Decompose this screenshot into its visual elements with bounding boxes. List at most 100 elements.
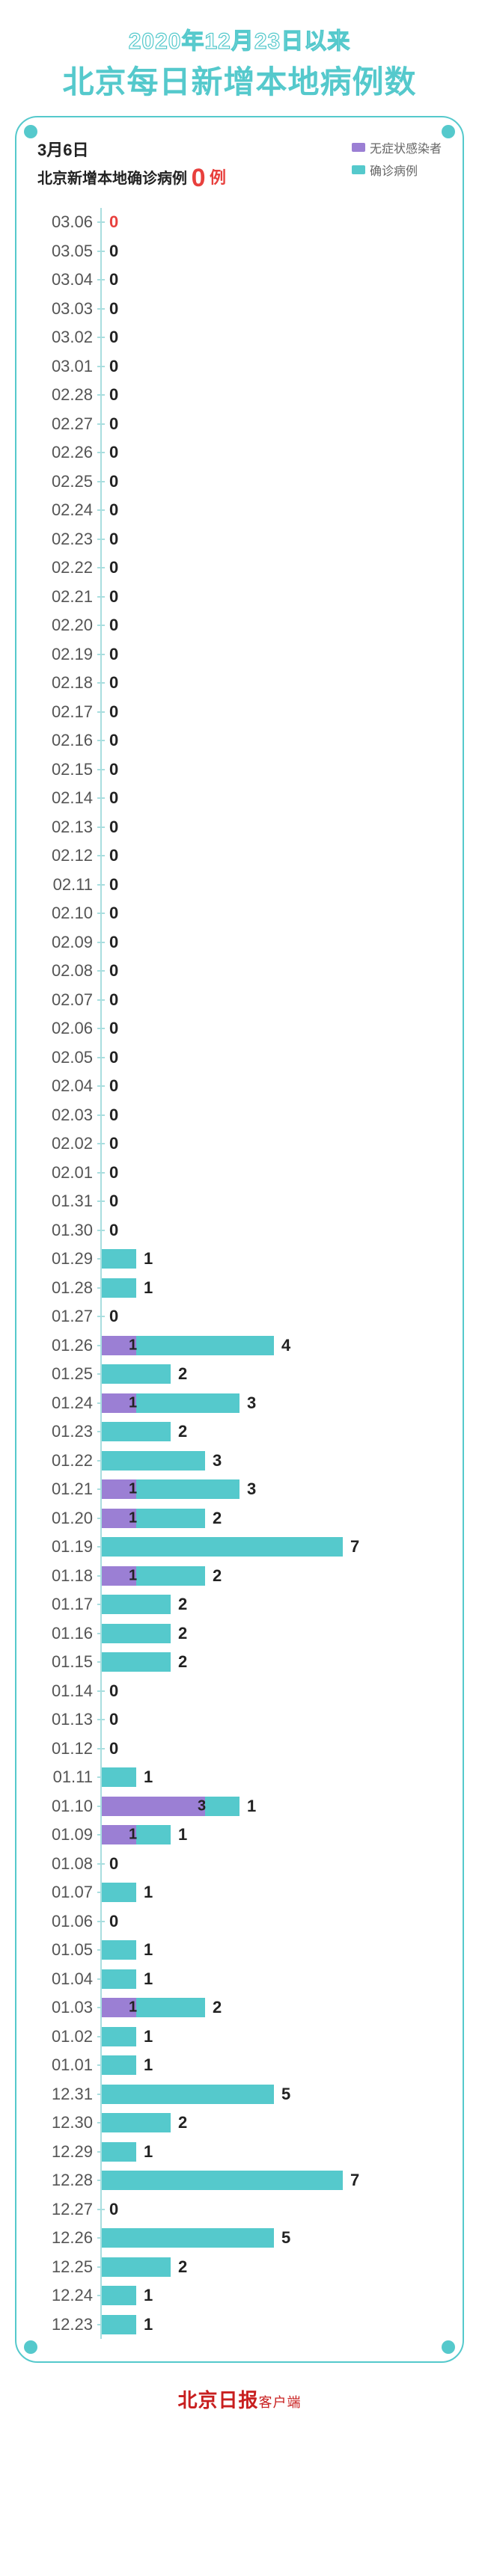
chart-row: 01.2614 bbox=[33, 1331, 446, 1361]
confirmed-value-label: 0 bbox=[109, 933, 118, 952]
row-bar-wrap: 5 bbox=[102, 2080, 446, 2109]
legend-label-confirmed: 确诊病例 bbox=[370, 161, 418, 179]
bar bbox=[102, 1883, 136, 1902]
bar-seg-confirmed bbox=[136, 1998, 205, 2017]
confirmed-value-label: 0 bbox=[109, 357, 118, 376]
row-date: 01.25 bbox=[33, 1364, 100, 1384]
row-date: 01.18 bbox=[33, 1566, 100, 1586]
row-date: 12.25 bbox=[33, 2257, 100, 2277]
bar bbox=[102, 1624, 171, 1643]
chart-row: 02.250 bbox=[33, 467, 446, 497]
row-bar-wrap: 2 bbox=[102, 2253, 446, 2282]
corner-dot bbox=[442, 2340, 455, 2354]
row-bar-wrap: 0 bbox=[102, 1072, 446, 1101]
bar-seg-asymptomatic bbox=[102, 1336, 136, 1355]
chart-row: 02.260 bbox=[33, 438, 446, 467]
confirmed-value-label: 0 bbox=[109, 500, 118, 520]
summary-date: 3月6日 bbox=[37, 137, 226, 161]
chart-row: 02.210 bbox=[33, 583, 446, 612]
confirmed-value-label: 0 bbox=[109, 788, 118, 808]
chart-row: 01.291 bbox=[33, 1245, 446, 1274]
chart-row: 02.050 bbox=[33, 1043, 446, 1073]
row-bar-wrap: 0 bbox=[102, 266, 446, 295]
row-date: 02.16 bbox=[33, 731, 100, 750]
confirmed-value-label: 0 bbox=[109, 731, 118, 750]
row-date: 01.13 bbox=[33, 1710, 100, 1729]
bar bbox=[102, 1249, 136, 1269]
bar bbox=[102, 2055, 136, 2075]
row-date: 02.10 bbox=[33, 904, 100, 923]
bar bbox=[102, 2257, 171, 2277]
chart-row: 01.300 bbox=[33, 1216, 446, 1245]
row-bar-wrap: 0 bbox=[102, 669, 446, 698]
row-bar-wrap: 1 bbox=[102, 2281, 446, 2310]
chart-row: 01.1812 bbox=[33, 1562, 446, 1591]
bar-seg-asymptomatic bbox=[102, 1825, 136, 1844]
row-bar-wrap: 1 bbox=[102, 1936, 446, 1965]
bar bbox=[102, 1969, 136, 1989]
row-bar-wrap: 0 bbox=[102, 928, 446, 957]
bar-seg-asymptomatic bbox=[102, 1998, 136, 2017]
bar bbox=[102, 2171, 343, 2190]
chart-row: 02.16 0 bbox=[33, 726, 446, 755]
chart-row: 02.120 bbox=[33, 841, 446, 871]
row-bar-wrap: 0 bbox=[102, 755, 446, 785]
confirmed-value-label: 0 bbox=[109, 1134, 118, 1153]
legend: 无症状感染者 确诊病例 bbox=[352, 138, 442, 179]
row-bar-wrap: 0 bbox=[102, 1677, 446, 1706]
confirmed-value-label: 3 bbox=[247, 1479, 256, 1499]
confirmed-value-label: 1 bbox=[178, 1825, 187, 1844]
bar bbox=[102, 2113, 171, 2132]
chart-row: 01.2113 bbox=[33, 1475, 446, 1504]
chart-row: 02.150 bbox=[33, 755, 446, 785]
bar bbox=[102, 1479, 240, 1499]
chart-row: 01.011 bbox=[33, 2051, 446, 2080]
bar-seg-confirmed bbox=[102, 2085, 274, 2104]
row-date: 02.07 bbox=[33, 990, 100, 1010]
chart-row: 01.02 1 bbox=[33, 2023, 446, 2052]
bar-seg-confirmed bbox=[102, 2257, 171, 2277]
row-date: 02.25 bbox=[33, 472, 100, 491]
row-date: 03.05 bbox=[33, 242, 100, 261]
row-date: 01.15 bbox=[33, 1652, 100, 1672]
row-bar-wrap: 0 bbox=[102, 381, 446, 410]
bar-seg-confirmed bbox=[136, 1479, 240, 1499]
chart-row: 02.090 bbox=[33, 928, 446, 957]
bar-seg-asymptomatic bbox=[102, 1479, 136, 1499]
chart-row: 03.010 bbox=[33, 352, 446, 381]
confirmed-value-label: 0 bbox=[109, 961, 118, 981]
bar bbox=[102, 1998, 205, 2017]
confirmed-value-label: 0 bbox=[109, 990, 118, 1010]
row-date: 01.07 bbox=[33, 1883, 100, 1902]
row-date: 01.22 bbox=[33, 1451, 100, 1471]
row-date: 01.11 bbox=[33, 1767, 100, 1787]
chart-row: 12.315 bbox=[33, 2080, 446, 2109]
row-bar-wrap: 0 bbox=[102, 1850, 446, 1879]
row-date: 01.14 bbox=[33, 1681, 100, 1701]
row-date: 12.26 bbox=[33, 2228, 100, 2248]
confirmed-value-label: 5 bbox=[281, 2085, 290, 2104]
row-date: 02.20 bbox=[33, 616, 100, 635]
chart-row: 02.220 bbox=[33, 553, 446, 583]
confirmed-value-label: 4 bbox=[281, 1336, 290, 1355]
bar bbox=[102, 1767, 136, 1787]
row-bar-wrap: 1 bbox=[102, 2310, 446, 2340]
confirmed-value-label: 1 bbox=[144, 2027, 153, 2046]
row-date: 01.02 bbox=[33, 2027, 100, 2046]
footer-brand: 北京日报 bbox=[177, 2389, 258, 2411]
bar-seg-confirmed bbox=[102, 1249, 136, 1269]
chart-row: 01.270 bbox=[33, 1302, 446, 1331]
chart-row: 01.281 bbox=[33, 1274, 446, 1303]
row-date: 02.27 bbox=[33, 414, 100, 434]
chart-row: 01.071 bbox=[33, 1878, 446, 1907]
bar-seg-confirmed bbox=[102, 1883, 136, 1902]
row-date: 02.21 bbox=[33, 587, 100, 607]
row-date: 02.15 bbox=[33, 760, 100, 779]
row-bar-wrap: 0 bbox=[102, 208, 446, 237]
row-date: 01.10 bbox=[33, 1797, 100, 1816]
corner-dot bbox=[442, 125, 455, 138]
row-bar-wrap: 1 bbox=[102, 2051, 446, 2080]
bar-seg-confirmed bbox=[102, 2113, 171, 2132]
chart-row: 01.111 bbox=[33, 1763, 446, 1792]
row-date: 02.18 bbox=[33, 673, 100, 693]
